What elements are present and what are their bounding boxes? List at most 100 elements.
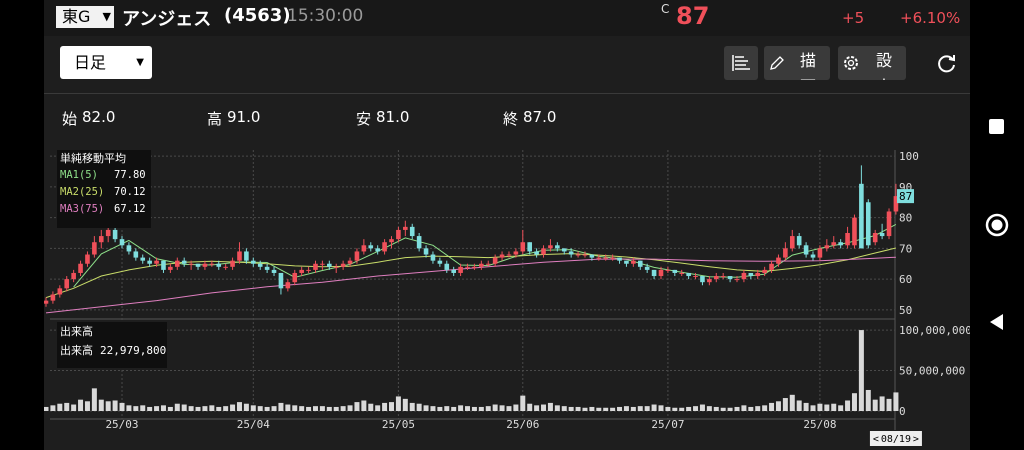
volume-bar — [409, 402, 415, 411]
candle-body — [92, 242, 97, 255]
indicator-button[interactable] — [724, 46, 758, 80]
volume-bar — [520, 395, 526, 411]
candle-body — [741, 272, 747, 280]
candle-body — [257, 263, 263, 267]
candle-body — [306, 269, 311, 271]
x-tick-label: 25/03 — [105, 418, 138, 431]
candle-body — [672, 269, 678, 273]
volume-bar — [395, 396, 401, 411]
candle-body — [285, 282, 291, 289]
candle-body — [50, 294, 56, 301]
candle-body — [472, 266, 477, 268]
candle-body — [202, 263, 208, 267]
candle-body — [796, 236, 802, 246]
candle-body — [803, 245, 809, 255]
candle-body — [154, 260, 159, 264]
volume-bar — [451, 406, 457, 411]
dropdown-arrow: ▼ — [102, 10, 111, 23]
candle-body — [423, 248, 429, 255]
volume-bar — [810, 405, 816, 411]
recent-apps-button[interactable] — [989, 119, 1004, 134]
candle-body — [479, 263, 484, 267]
candle-body — [845, 233, 850, 246]
summary-value: 87.0 — [523, 108, 557, 126]
candle-body — [264, 266, 270, 270]
volume-bar — [430, 406, 436, 411]
volume-bar — [665, 406, 671, 411]
volume-bar — [375, 405, 381, 411]
draw-button[interactable]: 描画 — [764, 46, 830, 80]
x-tick-label: 25/08 — [803, 418, 836, 431]
volume-bar — [831, 403, 837, 411]
volume-bar — [699, 404, 705, 411]
candle-body — [389, 239, 394, 243]
volume-bar — [250, 405, 256, 411]
volume-bar — [326, 406, 332, 411]
market-select[interactable]: 東G ▼ — [56, 6, 114, 28]
candle-body — [188, 263, 194, 265]
volume-tick-label: 100,000,000 — [899, 324, 970, 337]
candle-body — [568, 251, 574, 255]
chart: 5060708090100050,000,000100,000,00025/03… — [44, 150, 970, 446]
volume-bar — [299, 406, 305, 411]
summary-label: 始 — [62, 110, 78, 128]
volume-bar — [140, 405, 146, 411]
volume-bar — [513, 404, 519, 411]
moving-average-line — [45, 247, 897, 299]
candle-body — [631, 260, 636, 264]
candle-body — [548, 245, 553, 249]
candle-body — [485, 263, 491, 265]
candle-body — [44, 300, 49, 304]
candle-body — [644, 266, 650, 270]
draw-label: 描画 — [800, 51, 817, 80]
candle-body — [838, 242, 843, 246]
candle-body — [119, 239, 125, 246]
candle-body — [85, 254, 90, 264]
candle-body — [520, 242, 526, 252]
legend-box — [57, 150, 151, 228]
volume-bar — [554, 405, 560, 411]
candle-body — [133, 251, 139, 258]
candle-body — [720, 276, 726, 278]
settings-button[interactable]: 設定 — [838, 46, 906, 80]
candle-body — [209, 263, 215, 265]
candle-body — [679, 272, 685, 274]
volume-bar — [630, 406, 636, 411]
volume-bar — [727, 407, 733, 411]
candle-body — [437, 260, 443, 264]
system-nav-bar — [970, 0, 1024, 450]
volume-bar — [499, 405, 505, 411]
back-button[interactable] — [987, 312, 1007, 332]
x-tick-label: 25/04 — [237, 418, 270, 431]
home-button[interactable] — [985, 213, 1009, 237]
volume-bar — [105, 401, 111, 411]
candle-body — [409, 226, 415, 237]
volume-bar — [416, 403, 422, 411]
volume-bar — [893, 392, 899, 411]
volume-bar — [824, 404, 830, 411]
candle-body — [396, 229, 401, 240]
volume-bar — [361, 400, 367, 411]
y-tick-label: 50 — [899, 304, 912, 317]
cursor-date-box — [869, 431, 922, 446]
candle-body — [161, 260, 166, 270]
volume-bar — [174, 403, 180, 411]
candle-body — [499, 254, 505, 258]
candle-body — [271, 269, 277, 273]
volume-bar — [713, 406, 719, 411]
last-price-label: 87 — [899, 190, 912, 203]
volume-bar — [458, 405, 464, 411]
candle-body — [713, 276, 719, 280]
candle-body — [320, 263, 325, 265]
candle-body — [651, 269, 657, 277]
refresh-button[interactable] — [936, 52, 958, 74]
candle-body — [617, 257, 622, 261]
volume-bar — [637, 406, 643, 411]
period-select[interactable]: 日足 ▼ — [60, 46, 152, 79]
candle-body — [292, 272, 298, 283]
volume-bar — [858, 330, 864, 411]
y-tick-label: 70 — [899, 242, 912, 255]
pencil-icon — [770, 56, 784, 70]
candle-body — [589, 254, 595, 258]
